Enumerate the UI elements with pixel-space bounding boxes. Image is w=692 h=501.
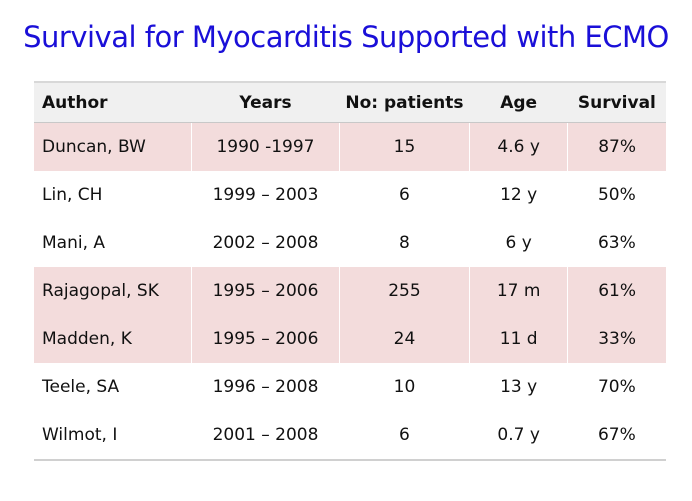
cell-author: Wilmot, I xyxy=(34,411,192,461)
header-age: Age xyxy=(469,81,568,123)
slide-title: Survival for Myocarditis Supported with … xyxy=(23,20,669,54)
cell-author: Madden, K xyxy=(34,315,193,363)
cell-years: 2002 – 2008 xyxy=(212,233,319,253)
cell-survival: 63% xyxy=(597,233,636,253)
table-row: Rajagopal, SK 1995 – 2006 255 17 m 61% xyxy=(34,267,666,315)
cell-years: 1995 – 2006 xyxy=(191,315,340,363)
cell-age: 13 y xyxy=(500,377,538,397)
cell-age: 6 y xyxy=(505,233,532,253)
cell-patients: 15 xyxy=(339,122,471,171)
cell-years: 1990 -1997 xyxy=(191,122,340,171)
cell-years: 1999 – 2003 xyxy=(212,185,319,205)
cell-patients: 10 xyxy=(393,377,416,397)
cell-survival: 87% xyxy=(598,137,637,157)
cell-author: Rajagopal, SK xyxy=(34,267,193,315)
cell-patients: 255 xyxy=(339,267,471,315)
table-row: Wilmot, I 2001 – 2008 6 0.7 y 67% xyxy=(34,411,666,461)
cell-author: Lin, CH xyxy=(42,185,103,205)
header-survival: Survival xyxy=(567,81,666,123)
cell-survival: 70% xyxy=(597,377,636,397)
table-row: Lin, CH 1999 – 2003 6 12 y 50% xyxy=(34,171,666,219)
table-row: Mani, A 2002 – 2008 8 6 y 63% xyxy=(34,219,666,267)
cell-age: 4.6 y xyxy=(469,122,569,171)
cell-patients: 8 xyxy=(399,233,410,253)
table-row: Duncan, BW 1990 -1997 15 4.6 y 87% xyxy=(34,122,666,171)
table-row: Madden, K 1995 – 2006 24 11 d 33% xyxy=(34,315,666,363)
cell-years: 2001 – 2008 xyxy=(191,411,340,461)
header-years: Years xyxy=(191,81,340,123)
table-row: Teele, SA 1996 – 2008 10 13 y 70% xyxy=(34,363,666,411)
cell-age: 0.7 y xyxy=(469,411,568,461)
cell-survival: 33% xyxy=(598,329,637,349)
cell-age: 11 d xyxy=(469,315,569,363)
cell-survival: 50% xyxy=(597,185,636,205)
header-patients: No: patients xyxy=(339,81,470,123)
cell-patients: 6 xyxy=(339,411,470,461)
cell-author: Mani, A xyxy=(42,233,106,253)
table-header-row: Author Years No: patients Age Survival xyxy=(34,81,666,123)
cell-age: 17 m xyxy=(469,267,569,315)
cell-age: 12 y xyxy=(500,185,538,205)
cell-author: Duncan, BW xyxy=(34,122,193,171)
cell-years: 1996 – 2008 xyxy=(212,377,319,397)
ecmo-survival-table: Author Years No: patients Age Survival D… xyxy=(34,81,666,461)
cell-patients: 6 xyxy=(399,185,410,205)
cell-years: 1995 – 2006 xyxy=(191,267,340,315)
cell-survival: 67% xyxy=(567,411,666,461)
cell-patients: 24 xyxy=(339,315,471,363)
cell-survival: 61% xyxy=(598,281,637,301)
cell-author: Teele, SA xyxy=(42,377,120,397)
header-author: Author xyxy=(34,81,192,123)
